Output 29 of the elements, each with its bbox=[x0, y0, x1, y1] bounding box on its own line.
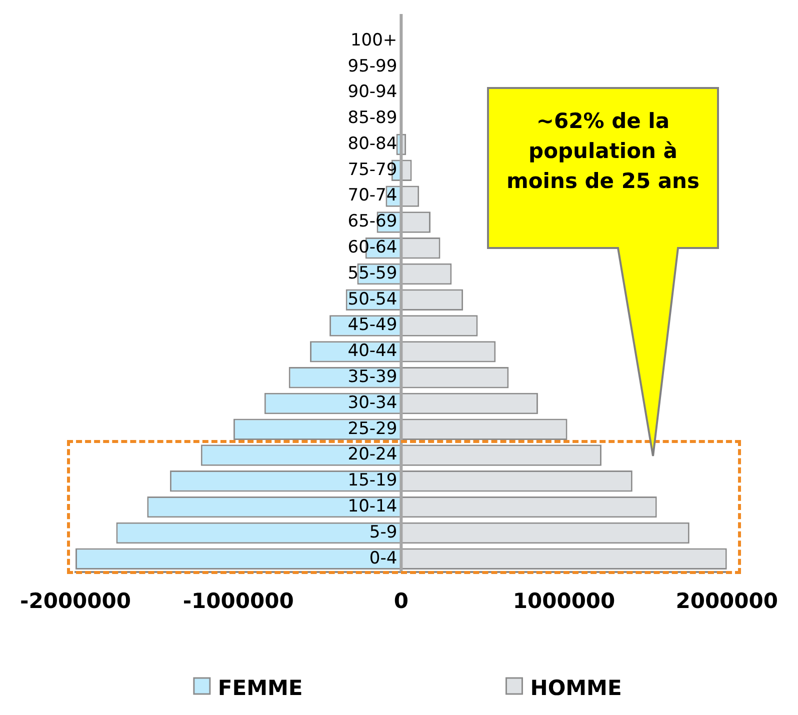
y-tick-label: 0-4 bbox=[369, 548, 398, 568]
x-tick-label: 1000000 bbox=[512, 588, 616, 613]
y-tick-label: 10-14 bbox=[348, 496, 398, 516]
y-tick-label: 60-64 bbox=[348, 238, 398, 258]
y-tick-label: 20-24 bbox=[348, 444, 398, 465]
y-tick-label: 25-29 bbox=[348, 418, 398, 439]
y-tick-label: 35-39 bbox=[348, 367, 398, 388]
y-tick-label: 100+ bbox=[350, 30, 398, 50]
y-tick-label: 55-59 bbox=[348, 263, 398, 284]
y-tick-label: 70-74 bbox=[348, 186, 398, 206]
y-tick-label: 5-9 bbox=[369, 522, 398, 542]
y-tick-label: 30-34 bbox=[348, 392, 398, 413]
y-tick-label: 65-69 bbox=[348, 212, 398, 232]
y-tick-label: 15-19 bbox=[348, 470, 398, 491]
y-tick-label: 85-89 bbox=[348, 108, 398, 128]
legend-label: FEMME bbox=[218, 676, 303, 700]
y-tick-label: 50-54 bbox=[348, 289, 398, 310]
y-tick-label: 45-49 bbox=[348, 315, 398, 336]
y-tick-label: 40-44 bbox=[348, 341, 398, 362]
y-tick-label: 95-99 bbox=[348, 56, 398, 76]
legend-label: HOMME bbox=[530, 676, 622, 700]
x-tick-label: -1000000 bbox=[182, 588, 294, 613]
x-tick-label: -2000000 bbox=[20, 588, 131, 613]
x-tick-label: 0 bbox=[394, 588, 408, 613]
annotation: ~62% de la population à moins de 25 ans bbox=[505, 108, 700, 195]
x-tick-label: 2000000 bbox=[676, 588, 778, 613]
y-tick-label: 75-79 bbox=[348, 160, 398, 180]
y-tick-label: 90-94 bbox=[348, 82, 398, 102]
y-tick-label: 80-84 bbox=[348, 134, 398, 154]
